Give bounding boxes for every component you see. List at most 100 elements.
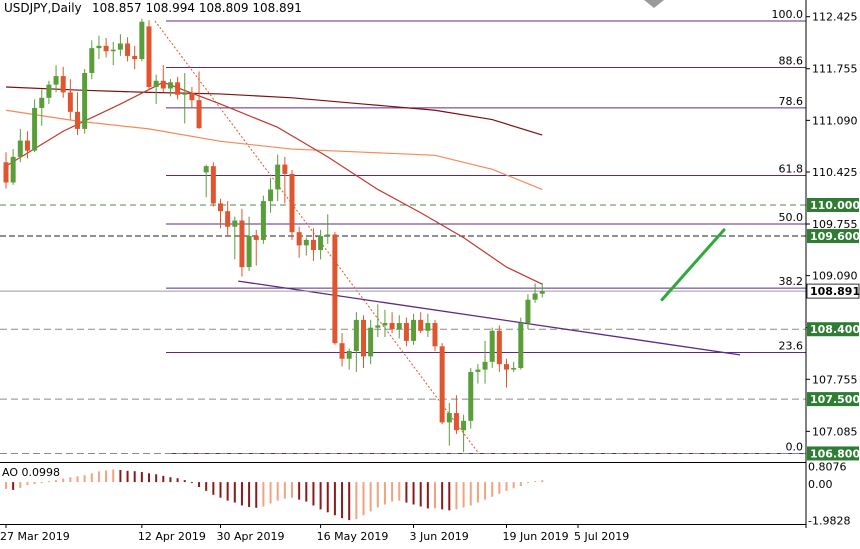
ao-bar bbox=[55, 480, 58, 483]
ao-bar bbox=[541, 480, 544, 483]
ao-bar bbox=[534, 481, 537, 483]
ao-bar bbox=[519, 482, 522, 486]
ao-bar bbox=[69, 477, 72, 483]
price-level-label-box bbox=[807, 322, 859, 337]
price-level-label: 107.500 bbox=[810, 393, 860, 406]
ao-bar bbox=[505, 482, 508, 491]
ao-bar bbox=[83, 475, 86, 483]
bull-candle bbox=[203, 166, 209, 173]
bull-candle bbox=[425, 323, 431, 331]
bear-candle bbox=[175, 82, 181, 95]
bull-candle bbox=[167, 82, 173, 89]
bull-candle bbox=[153, 80, 159, 87]
ao-bar bbox=[26, 482, 29, 486]
ao-bar bbox=[148, 473, 150, 483]
ao-bar bbox=[112, 469, 115, 483]
fib-level-label: 88.6 bbox=[779, 55, 804, 68]
ao-bar bbox=[240, 482, 243, 506]
price-tick-label: 109.090 bbox=[812, 270, 858, 283]
bull-candle bbox=[318, 236, 324, 251]
bull-candle bbox=[110, 49, 116, 52]
ao-bar bbox=[391, 482, 394, 502]
bull-candle bbox=[511, 368, 517, 370]
time-tick-label: 30 Apr 2019 bbox=[217, 530, 285, 543]
ao-bar bbox=[426, 482, 429, 509]
ao-bar bbox=[462, 482, 465, 508]
bear-candle bbox=[339, 343, 345, 359]
bull-candle bbox=[39, 97, 45, 108]
ao-bar bbox=[105, 470, 108, 483]
bull-candle bbox=[411, 319, 417, 341]
ao-bar bbox=[190, 482, 193, 484]
ao-bar bbox=[398, 482, 401, 501]
bear-candle bbox=[189, 93, 195, 101]
ao-bar bbox=[269, 482, 272, 504]
ao-bar bbox=[383, 482, 386, 505]
bull-candle bbox=[232, 220, 238, 227]
price-tick-label: 110.425 bbox=[812, 166, 858, 179]
bull-candle bbox=[46, 84, 52, 98]
bull-candle bbox=[96, 45, 102, 49]
bear-candle bbox=[225, 211, 231, 227]
bear-candle bbox=[432, 323, 438, 347]
bear-candle bbox=[103, 45, 109, 52]
bull-candle bbox=[82, 72, 88, 129]
bull-candle bbox=[89, 48, 95, 73]
ohlc-header: 108.857 108.994 108.809 108.891 bbox=[92, 1, 302, 15]
bear-candle bbox=[67, 92, 73, 112]
bull-candle bbox=[139, 21, 145, 60]
bull-candle bbox=[532, 293, 538, 300]
ao-bar bbox=[441, 482, 444, 510]
price-level-label-box bbox=[807, 229, 859, 244]
ao-bar bbox=[491, 482, 494, 497]
ao-bar bbox=[5, 482, 7, 489]
bull-candle bbox=[539, 291, 545, 294]
ao-bar bbox=[97, 471, 100, 483]
time-tick-label: 16 May 2019 bbox=[317, 530, 389, 543]
bull-candle bbox=[482, 361, 488, 370]
time-tick-label: 19 Jun 2019 bbox=[503, 530, 569, 543]
ao-bar bbox=[526, 482, 529, 484]
bear-candle bbox=[361, 319, 366, 357]
bull-candle bbox=[382, 323, 388, 326]
ao-bar bbox=[219, 482, 222, 498]
fib-level-label: 50.0 bbox=[779, 211, 804, 224]
ao-bar bbox=[448, 482, 451, 511]
bear-candle bbox=[496, 330, 502, 365]
ao-bar bbox=[434, 482, 436, 509]
bull-candle bbox=[303, 239, 309, 246]
ao-bar bbox=[183, 480, 186, 483]
bear-candle bbox=[403, 323, 409, 341]
ao-bar bbox=[469, 482, 472, 506]
ao-bar bbox=[155, 474, 158, 483]
ao-bar bbox=[119, 470, 122, 483]
bull-candle bbox=[489, 330, 495, 362]
ao-bar bbox=[305, 482, 308, 502]
bear-candle bbox=[439, 346, 445, 423]
bull-candle bbox=[17, 140, 23, 157]
time-tick-label: 3 Jun 2019 bbox=[410, 530, 469, 543]
projection-arrow bbox=[660, 228, 726, 302]
price-level-label: 106.800 bbox=[810, 447, 860, 460]
ao-bar bbox=[47, 481, 50, 483]
ao-bar bbox=[212, 482, 215, 495]
ao-bar bbox=[355, 482, 358, 520]
bear-candle bbox=[160, 80, 166, 89]
fib-level-label: 0.0 bbox=[786, 440, 804, 453]
bear-candle bbox=[389, 323, 395, 330]
bull-candle bbox=[53, 76, 59, 85]
bull-candle bbox=[375, 325, 381, 328]
bear-candle bbox=[60, 76, 66, 93]
scroll-marker-icon[interactable] bbox=[644, 0, 664, 8]
ao-bar bbox=[90, 473, 93, 483]
ao-title: AO 0.0998 bbox=[2, 466, 60, 479]
ao-bar bbox=[498, 482, 501, 494]
ao-bar bbox=[40, 482, 43, 484]
bull-candle bbox=[268, 189, 274, 202]
ao-bar bbox=[176, 478, 179, 483]
fib-level-label: 23.6 bbox=[779, 340, 804, 353]
ao-bar bbox=[198, 482, 201, 487]
price-level-label: 109.600 bbox=[810, 230, 860, 243]
ao-bar bbox=[262, 482, 265, 507]
ao-bar bbox=[19, 482, 22, 488]
